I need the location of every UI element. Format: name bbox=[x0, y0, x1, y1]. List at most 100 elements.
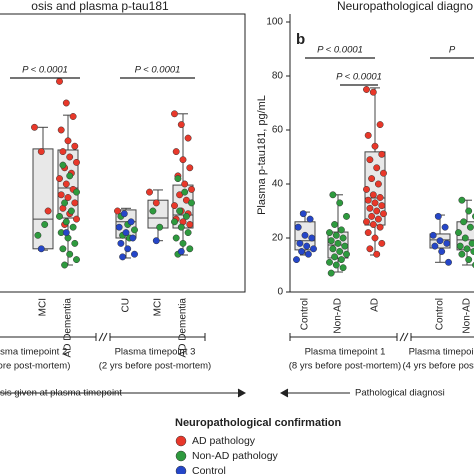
point bbox=[369, 191, 377, 199]
timepoint-sublabel: (4 yrs before post-m bbox=[403, 361, 474, 372]
point bbox=[62, 180, 70, 188]
point bbox=[378, 239, 386, 247]
timepoint-sublabel: (8 yrs before post-mortem) bbox=[289, 361, 401, 372]
point bbox=[373, 250, 381, 258]
point bbox=[298, 248, 306, 255]
x-tick-label: AD Dementia bbox=[178, 298, 189, 358]
point bbox=[303, 242, 311, 250]
point bbox=[37, 148, 45, 156]
point bbox=[188, 199, 195, 207]
legend-swatch bbox=[175, 450, 187, 462]
point bbox=[304, 250, 312, 258]
y-tick-label: 40 bbox=[272, 179, 284, 190]
point bbox=[73, 158, 80, 166]
point bbox=[179, 239, 187, 247]
y-tick-label: 80 bbox=[272, 71, 284, 82]
point bbox=[184, 229, 192, 237]
point bbox=[184, 134, 192, 142]
point bbox=[152, 199, 160, 207]
timepoint-brackets bbox=[0, 332, 474, 398]
point bbox=[364, 196, 372, 204]
footer-a: sis given at plasma timepoint bbox=[0, 388, 122, 399]
point bbox=[179, 156, 187, 164]
point bbox=[376, 223, 384, 231]
point bbox=[366, 245, 374, 253]
timepoint-label: Plasma timepoint 1 bbox=[305, 347, 386, 358]
y-tick-label: 20 bbox=[272, 233, 284, 244]
point bbox=[460, 218, 468, 226]
point bbox=[461, 234, 469, 242]
point bbox=[131, 226, 138, 234]
point bbox=[59, 148, 67, 156]
point bbox=[66, 153, 74, 161]
point bbox=[122, 229, 130, 237]
x-tick-label: Control bbox=[435, 298, 446, 330]
point bbox=[339, 234, 347, 242]
point bbox=[177, 121, 185, 129]
point bbox=[368, 175, 376, 183]
point bbox=[171, 202, 178, 210]
point bbox=[378, 150, 386, 158]
point bbox=[366, 204, 374, 212]
point bbox=[172, 148, 180, 156]
point bbox=[366, 156, 374, 164]
point bbox=[363, 185, 370, 193]
point bbox=[343, 212, 350, 220]
point bbox=[310, 245, 317, 253]
point bbox=[378, 202, 386, 210]
point bbox=[458, 250, 466, 258]
point bbox=[176, 207, 184, 215]
point bbox=[339, 264, 347, 272]
y-tick-label: 100 bbox=[266, 17, 283, 28]
point bbox=[174, 175, 182, 183]
point bbox=[114, 207, 121, 215]
point bbox=[371, 234, 379, 242]
point bbox=[374, 180, 382, 188]
point bbox=[456, 242, 464, 250]
point bbox=[436, 237, 444, 245]
point bbox=[371, 199, 379, 207]
point bbox=[334, 239, 342, 247]
point bbox=[443, 239, 451, 247]
point bbox=[371, 142, 379, 150]
point bbox=[363, 218, 370, 226]
point bbox=[186, 164, 194, 172]
panel-a-frame bbox=[0, 13, 246, 293]
point bbox=[343, 250, 350, 258]
x-tick-label: AD Dementia bbox=[63, 298, 74, 358]
point bbox=[127, 218, 135, 226]
point bbox=[463, 245, 471, 253]
point bbox=[44, 207, 52, 215]
point bbox=[376, 194, 384, 201]
point bbox=[341, 242, 349, 250]
point bbox=[71, 142, 79, 150]
point bbox=[466, 223, 474, 231]
point bbox=[363, 86, 370, 93]
point bbox=[445, 258, 452, 266]
point bbox=[62, 229, 70, 237]
y-axis-label: Plasma p-tau181, pg/mL bbox=[256, 95, 268, 215]
point bbox=[119, 253, 127, 261]
p-value: P < 0.0001 bbox=[317, 45, 363, 56]
point bbox=[458, 196, 466, 204]
point bbox=[73, 215, 80, 223]
point bbox=[59, 245, 67, 253]
x-tick-label: Non-AD bbox=[462, 298, 473, 334]
x-tick-label: MCI bbox=[153, 298, 164, 316]
point bbox=[308, 234, 316, 242]
point bbox=[376, 121, 384, 129]
point bbox=[73, 256, 80, 264]
panel-b-title: Neuropathological diagno bbox=[337, 0, 473, 13]
point bbox=[188, 185, 195, 193]
point bbox=[73, 188, 80, 196]
point bbox=[66, 172, 74, 180]
point bbox=[441, 223, 449, 231]
point bbox=[64, 194, 72, 201]
point bbox=[465, 207, 473, 215]
point bbox=[172, 234, 180, 242]
p-value: P < 0.0001 bbox=[22, 65, 68, 76]
legend-label: Control bbox=[192, 465, 226, 474]
point bbox=[336, 248, 344, 255]
point bbox=[149, 207, 157, 215]
